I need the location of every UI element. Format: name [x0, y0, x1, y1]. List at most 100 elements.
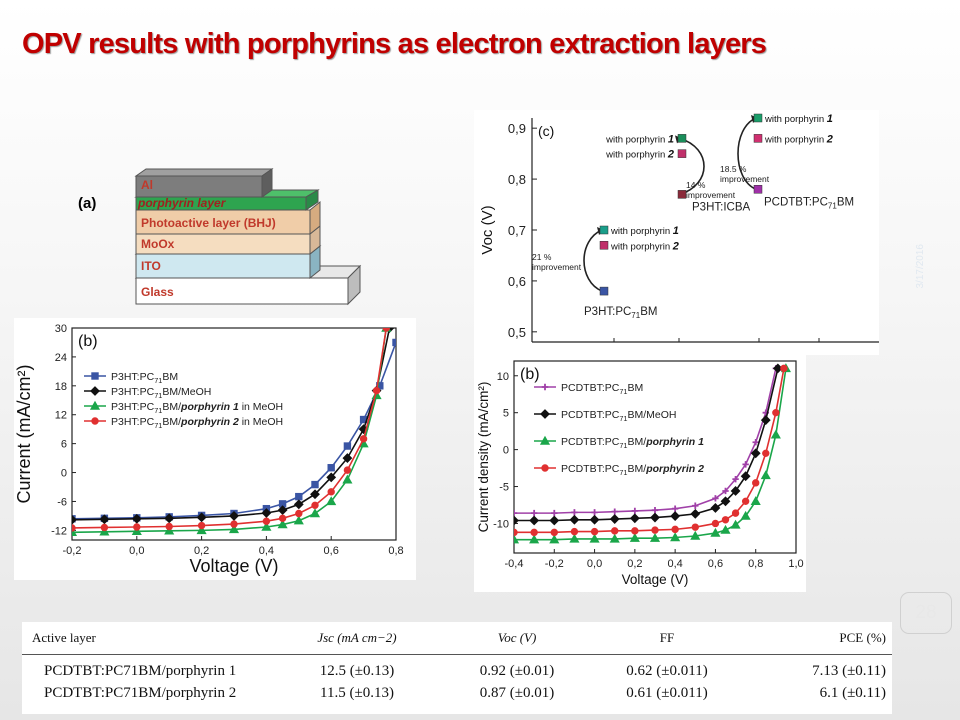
- data-point: [762, 449, 770, 458]
- data-point: [651, 506, 659, 514]
- data-point: [722, 487, 729, 495]
- data-point: [730, 486, 741, 496]
- panel-label: (b): [520, 366, 540, 383]
- legend-marker: [91, 417, 99, 425]
- data-point: [100, 523, 109, 532]
- cell-jsc: 12.5 (±0.13): [319, 662, 395, 679]
- data-point: [571, 509, 578, 516]
- data-point: [591, 509, 598, 516]
- data-point: [569, 514, 580, 525]
- data-point: [131, 526, 142, 536]
- improvement-label: 21 %: [532, 252, 552, 262]
- series-line: [72, 342, 396, 520]
- data-point: [609, 514, 620, 524]
- improvement-label: improvement: [720, 174, 770, 184]
- legend-marker: [539, 435, 551, 445]
- improvement-label: improvement: [532, 262, 582, 272]
- y-tick-label: -5: [499, 482, 509, 494]
- x-tick-label: 1,0: [788, 558, 803, 570]
- x-tick-label: -0,2: [545, 558, 564, 570]
- voc-point: [599, 241, 609, 250]
- data-point: [295, 492, 303, 501]
- cell-voc: 0.87 (±0.01): [479, 684, 555, 701]
- data-point: [277, 505, 288, 516]
- y-tick-label: 10: [497, 371, 509, 383]
- data-point: [609, 533, 620, 543]
- data-point: [712, 495, 719, 502]
- data-point: [309, 508, 321, 518]
- data-point: [293, 515, 304, 525]
- header-active-layer: Active layer: [32, 629, 96, 645]
- data-point: [611, 508, 618, 515]
- data-point: [72, 524, 76, 532]
- layer-label-porphyrin: porphyrin layer: [137, 196, 227, 210]
- group-label: P3HT:PC71BM: [584, 306, 657, 320]
- results-table-panel: Active layer Jsc (mA cm−2) Voc (V) FF PC…: [22, 622, 892, 714]
- x-axis-label: Voltage (V): [622, 572, 689, 587]
- improvement-arrow: [679, 137, 705, 196]
- cell-pce: 6.1 (±0.11): [819, 684, 886, 701]
- point-label: with porphyrin 2: [610, 240, 679, 252]
- data-point: [721, 516, 730, 524]
- data-point: [262, 517, 271, 525]
- data-point: [514, 534, 520, 544]
- data-point: [549, 534, 560, 544]
- improvement-arrow: [737, 117, 757, 191]
- table-row: PCDTBT:PC71BM/porphyrin 2 11.5 (±0.13) 0…: [22, 680, 892, 706]
- y-tick-label: 30: [55, 323, 67, 335]
- y-tick-label: 0,6: [508, 274, 526, 289]
- data-point: [311, 480, 319, 489]
- x-tick-label: 0,0: [587, 558, 602, 570]
- data-point: [372, 386, 381, 395]
- improvement-label: 14 %: [686, 180, 706, 190]
- point-label: with porphyrin 1: [764, 113, 833, 125]
- data-point: [670, 532, 681, 542]
- voc-point: [677, 149, 687, 158]
- legend-marker: [91, 372, 99, 380]
- layer-label-moox: MoOx: [141, 237, 175, 251]
- data-point: [549, 515, 560, 526]
- data-point: [164, 513, 175, 524]
- data-point: [72, 514, 77, 525]
- legend-label: P3HT:PC71BM/porphyrin 1 in MeOH: [111, 401, 283, 415]
- data-point: [514, 515, 519, 526]
- data-point: [740, 471, 751, 482]
- group-label: P3HT:ICBA: [692, 201, 750, 213]
- legend-label: P3HT:PC71BM/porphyrin 2 in MeOH: [111, 416, 283, 430]
- results-table: Active layer Jsc (mA cm−2) Voc (V) FF PC…: [22, 622, 892, 706]
- data-point: [730, 519, 741, 529]
- y-tick-label: 18: [55, 381, 67, 393]
- voc-point: [753, 185, 763, 194]
- data-point: [326, 496, 337, 506]
- layer-label-bhj: Photoactive layer (BHJ): [141, 216, 276, 230]
- data-point: [342, 474, 353, 484]
- jv-chart-pcdtbt: -0,4 -0,2 0,0 0,2 0,4 0,6 0,8 1,0 -10 -5 0 5 10 Volta…: [476, 360, 804, 587]
- voc-point: [677, 190, 687, 199]
- panel-label: (c): [538, 123, 554, 139]
- table-row: PCDTBT:PC71BM/porphyrin 1 12.5 (±0.13) 0…: [22, 654, 892, 680]
- y-axis-label: Current (mA/cm²): [14, 365, 34, 504]
- plot-frame: [513, 360, 797, 554]
- data-point: [710, 503, 721, 513]
- data-point: [732, 475, 739, 483]
- cell-ff: 0.61 (±0.011): [626, 684, 708, 701]
- data-point: [760, 470, 771, 480]
- legend-label: PCDTBT:PC71BM: [561, 382, 643, 396]
- date-watermark: 3/17/2016: [915, 244, 926, 289]
- x-axis-label: Voltage (V): [189, 556, 278, 576]
- y-tick-label: 5: [503, 408, 509, 420]
- data-point: [164, 525, 175, 535]
- data-point: [671, 525, 679, 534]
- voc-group: with porphyrin 1 with porphyrin 2 P3HT:PC7…: [532, 225, 679, 320]
- y-axis-label: Current density (mA/cm²): [476, 382, 491, 533]
- table-header-row: Active layer Jsc (mA cm−2) Voc (V) FF PC…: [22, 622, 892, 654]
- data-point: [671, 505, 679, 512]
- data-point: [261, 508, 272, 518]
- improvement-label: improvement: [686, 190, 736, 200]
- data-point: [750, 496, 761, 506]
- data-point: [550, 528, 558, 537]
- data-point: [514, 528, 518, 537]
- page-number: 28: [900, 592, 952, 634]
- data-point: [327, 464, 335, 472]
- y-tick-label: 6: [61, 439, 67, 451]
